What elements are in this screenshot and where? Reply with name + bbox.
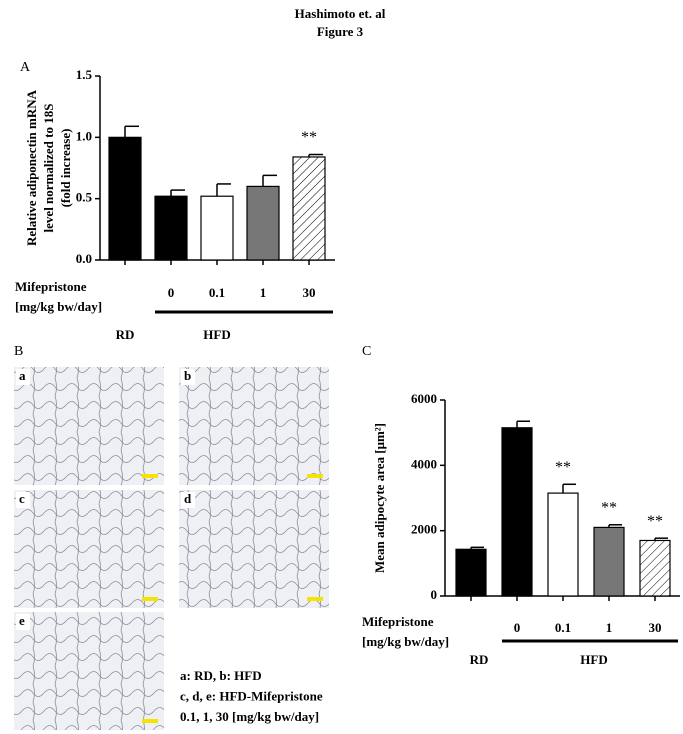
y-tick-label: 2000 — [411, 522, 437, 537]
x-tick-label: 1 — [606, 620, 613, 635]
scale-bar — [307, 597, 323, 601]
y-tick-label: 4000 — [411, 456, 437, 471]
bar — [154, 195, 188, 261]
y-axis-label: (fold increase) — [58, 129, 73, 208]
bar — [455, 548, 487, 597]
y-axis-label: level normalized to 18S — [41, 104, 56, 233]
x-tick-label: 1 — [260, 285, 267, 300]
significance: ** — [647, 513, 663, 530]
figure-title: Figure 3 — [317, 24, 364, 39]
histology-image — [179, 367, 329, 485]
bar — [593, 526, 625, 597]
row-label: Mifepristone — [15, 279, 87, 294]
panel-label: A — [20, 60, 31, 75]
histology-image — [14, 490, 164, 608]
figure-title: Hashimoto et. al — [295, 6, 386, 21]
image-label: a — [19, 368, 26, 383]
significance: ** — [601, 499, 617, 516]
panel-label: B — [14, 344, 23, 359]
significance: ** — [555, 459, 571, 476]
y-axis-label: Mean adipocyte area [μm²] — [372, 423, 387, 573]
y-tick-label: 1.5 — [76, 67, 93, 82]
row-label: [mg/kg bw/day] — [362, 634, 449, 649]
group-label: RD — [116, 327, 135, 342]
y-axis-label: Relative adiponectin mRNA — [24, 89, 39, 246]
bar — [246, 185, 280, 261]
bar — [547, 492, 579, 597]
bar — [200, 195, 234, 261]
legend-text: c, d, e: HFD-Mifepristone — [180, 688, 323, 703]
bar — [108, 136, 142, 261]
group-label: RD — [470, 652, 489, 667]
image-label-bg — [16, 614, 30, 630]
bar — [501, 427, 533, 597]
x-tick-label: 30 — [303, 285, 316, 300]
y-tick-label: 6000 — [411, 391, 437, 406]
group-label: HFD — [203, 327, 230, 342]
significance: ** — [301, 129, 317, 146]
image-label: d — [184, 491, 192, 506]
legend-text: 0.1, 1, 30 [mg/kg bw/day] — [180, 709, 319, 724]
scale-bar — [142, 719, 158, 723]
row-label: Mifepristone — [362, 614, 434, 629]
row-label: [mg/kg bw/day] — [15, 299, 102, 314]
x-tick-label: 0.1 — [555, 620, 571, 635]
histology-image — [179, 490, 329, 608]
y-tick-label: 1.0 — [76, 128, 92, 143]
x-tick-label: 0 — [514, 620, 521, 635]
y-tick-label: 0 — [431, 587, 438, 602]
image-label-bg — [16, 369, 30, 385]
group-label: HFD — [580, 652, 607, 667]
image-label: c — [19, 491, 25, 506]
x-tick-label: 30 — [649, 620, 662, 635]
histology-image — [14, 367, 164, 485]
image-label-bg — [16, 492, 30, 508]
x-tick-label: 0 — [168, 285, 175, 300]
image-label-bg — [181, 492, 195, 508]
image-label: b — [184, 368, 191, 383]
scale-bar — [142, 597, 158, 601]
histology-image — [14, 612, 164, 730]
image-label-bg — [181, 369, 195, 385]
x-tick-label: 0.1 — [209, 285, 225, 300]
legend-text: a: RD, b: HFD — [180, 668, 262, 683]
y-tick-label: 0.0 — [76, 251, 92, 266]
scale-bar — [307, 474, 323, 478]
y-tick-label: 0.5 — [76, 190, 93, 205]
bar — [639, 539, 671, 597]
image-label: e — [19, 613, 25, 628]
scale-bar — [142, 474, 158, 478]
bar — [292, 156, 326, 261]
panel-label: C — [362, 344, 371, 359]
